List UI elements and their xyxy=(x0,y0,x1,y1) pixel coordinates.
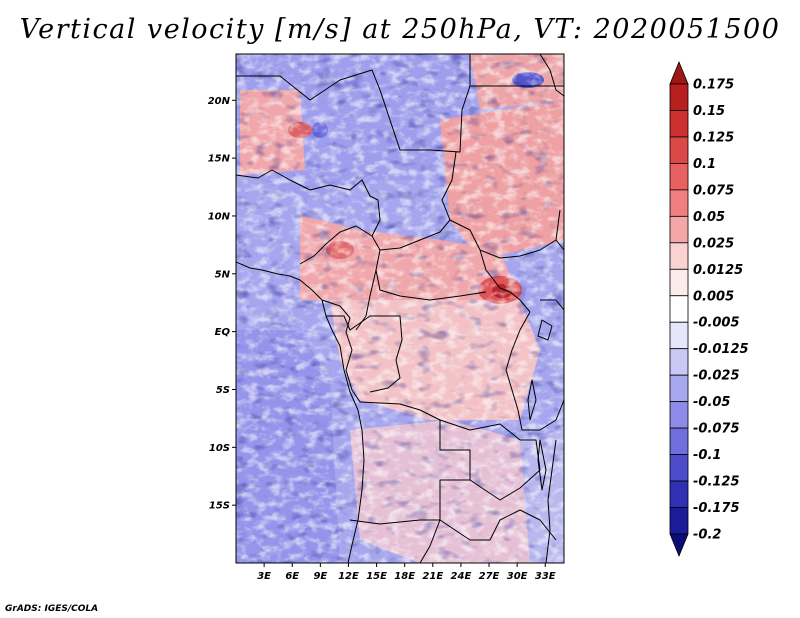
colorbar-swatch xyxy=(669,321,689,350)
colorbar-level-label: -0.0125 xyxy=(693,342,749,357)
longitude-axis: 3E 6E 9E 12E 15E 18E 21E 24E 27E 30E 33E xyxy=(257,563,556,582)
colorbar-level-label: -0.075 xyxy=(693,422,740,437)
lon-tick-label: 21E xyxy=(422,571,443,582)
lon-tick-label: 9E xyxy=(313,571,327,582)
colorbar-swatch xyxy=(669,348,689,376)
lon-tick-label: 24E xyxy=(451,571,472,582)
colorbar-swatch xyxy=(669,374,689,403)
map-title: Vertical velocity [m/s] at 250hPa, VT: 2… xyxy=(19,14,781,45)
lon-tick-label: 30E xyxy=(507,571,528,582)
colorbar-level-label: 0.075 xyxy=(693,183,734,198)
lon-tick-label: 12E xyxy=(338,571,359,582)
lat-tick-label: 15N xyxy=(208,154,231,165)
lat-tick-label: 20N xyxy=(208,96,231,107)
lon-tick-label: 18E xyxy=(394,571,415,582)
colorbar-level-label: -0.2 xyxy=(693,528,721,543)
colorbar-swatch xyxy=(669,189,689,217)
colorbar-level-label: -0.175 xyxy=(693,501,740,516)
colorbar-swatch xyxy=(669,163,689,191)
colorbar-swatch xyxy=(669,242,689,270)
lon-tick-label: 15E xyxy=(366,571,387,582)
colorbar-swatch xyxy=(669,295,689,323)
lat-tick-label: 5S xyxy=(216,385,230,396)
lon-tick-label: 33E xyxy=(535,571,556,582)
lat-tick-label: 5N xyxy=(215,269,231,280)
colorbar-swatch xyxy=(669,507,689,535)
colorbar-swatch xyxy=(669,427,689,455)
colorbar-level-label: -0.1 xyxy=(693,448,721,463)
colorbar-swatch xyxy=(669,401,689,429)
colorbar-level-label: 0.05 xyxy=(693,210,725,225)
colorbar-level-label: -0.05 xyxy=(693,395,730,410)
colorbar-max-arrow xyxy=(669,60,689,85)
colorbar-swatch xyxy=(669,454,689,482)
colorbar: 0.175 0.15 0.125 0.1 0.075 0.05 0.025 0.0125 0.0… xyxy=(669,60,749,558)
lon-tick-label: 27E xyxy=(479,571,500,582)
colorbar-swatch xyxy=(669,480,689,508)
colorbar-level-label: -0.005 xyxy=(693,316,740,331)
lat-tick-label: 10N xyxy=(208,211,231,222)
lon-tick-label: 3E xyxy=(257,571,271,582)
colorbar-level-label: -0.025 xyxy=(693,369,740,384)
lat-tick-label: 15S xyxy=(209,501,230,512)
grads-credit: GrADS: IGES/COLA xyxy=(5,604,99,614)
colorbar-swatch xyxy=(669,136,689,164)
map-frame xyxy=(235,53,565,564)
colorbar-level-label: 0.175 xyxy=(693,78,734,93)
colorbar-level-label: 0.0125 xyxy=(693,263,743,278)
colorbar-swatch xyxy=(669,83,689,111)
lat-tick-label: 10S xyxy=(209,443,230,454)
colorbar-level-label: 0.025 xyxy=(693,236,734,251)
colorbar-level-label: 0.1 xyxy=(693,157,716,172)
colorbar-swatch xyxy=(669,215,689,244)
colorbar-swatch xyxy=(669,268,689,297)
colorbar-level-label: 0.15 xyxy=(693,104,725,119)
colorbar-level-label: -0.125 xyxy=(693,475,740,490)
colorbar-swatch xyxy=(669,110,689,138)
colorbar-level-label: 0.125 xyxy=(693,130,734,145)
velocity-field xyxy=(236,54,564,563)
lat-tick-label: EQ xyxy=(215,327,231,338)
colorbar-level-label: 0.005 xyxy=(693,289,734,304)
country-borders xyxy=(236,54,564,563)
latitude-axis: 20N 15N 10N 5N EQ 5S 10S 15S xyxy=(208,96,236,512)
lon-tick-label: 6E xyxy=(285,571,299,582)
colorbar-min-arrow xyxy=(669,533,689,558)
